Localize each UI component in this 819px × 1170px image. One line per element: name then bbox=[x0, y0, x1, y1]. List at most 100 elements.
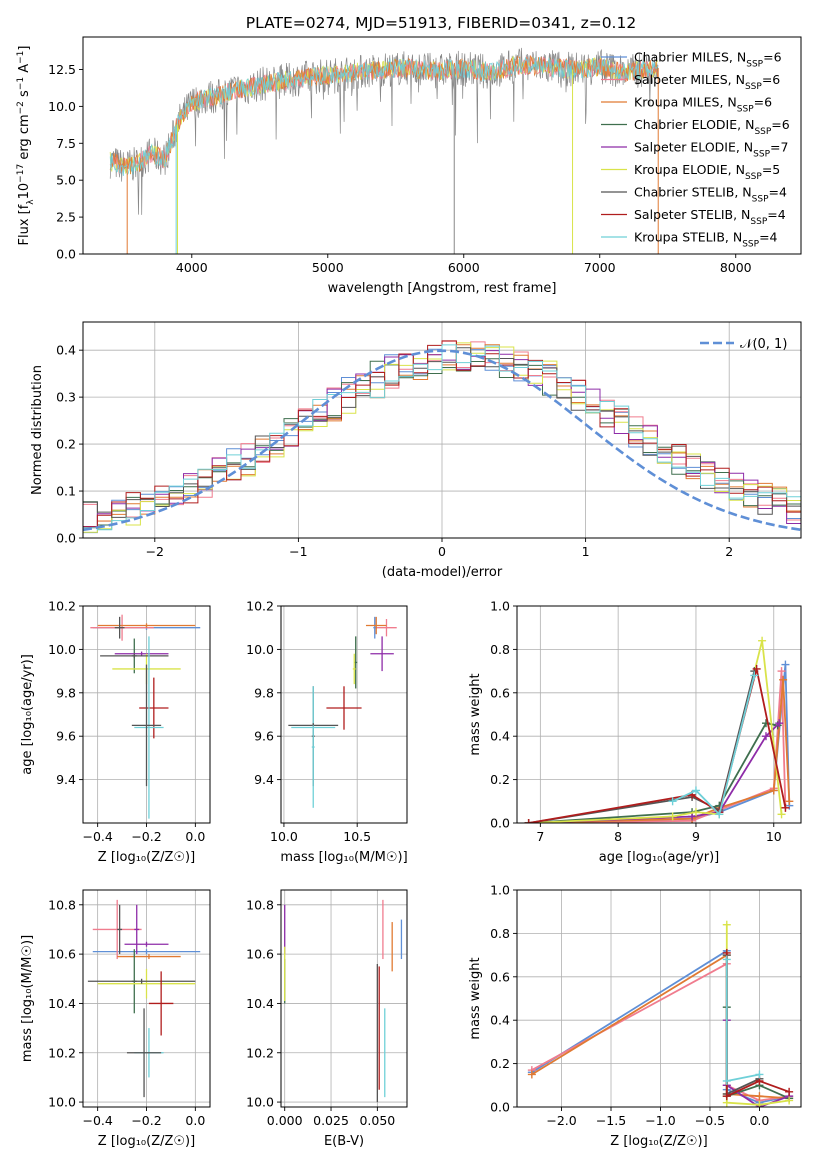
series-marker bbox=[668, 812, 677, 821]
y-tick-label: 0.2 bbox=[490, 772, 510, 787]
x-tick-label: 8 bbox=[614, 829, 622, 844]
errorbar-point bbox=[291, 725, 336, 730]
x-axis-label: Z [log₁₀(Z/Z☉)] bbox=[610, 1134, 707, 1149]
y-tick-label: 10.0 bbox=[246, 1095, 274, 1110]
normal-curve bbox=[83, 349, 801, 532]
x-axis-label: Z [log₁₀(Z/Z☉)] bbox=[98, 850, 195, 865]
y-tick-label: 9.6 bbox=[254, 729, 274, 744]
x-tick-label: 10 bbox=[766, 829, 782, 844]
y-tick-label: 10.6 bbox=[246, 947, 274, 962]
errorbar-point bbox=[365, 616, 387, 635]
panel-massweight_vs_age: 7 8 9 10 0.0 0.2 0.4 0.6 0.8 1.0 age [log₁₀(age/yr… bbox=[468, 599, 802, 865]
legend-label: Kroupa ELODIE, NSSP=5 bbox=[634, 162, 780, 182]
y-tick-label: 10.4 bbox=[48, 996, 76, 1011]
panels: 4000 5000 6000 7000 80000.02.55.07.510.012.5… bbox=[16, 36, 802, 1149]
panel-age_vs_mass: 10.0 10.5 9.4 9.6 9.8 10.0 10.2 mass [log₁₀(M/M… bbox=[246, 599, 408, 866]
y-tick-label: 10.0 bbox=[48, 99, 76, 114]
plot-area-mass_vs_Z bbox=[87, 899, 201, 1098]
y-tick-label: 10.8 bbox=[246, 897, 274, 912]
legend-label-sub: SSP bbox=[746, 60, 763, 70]
y-tick-label: 7.5 bbox=[56, 136, 76, 151]
series-line bbox=[528, 640, 783, 823]
series-marker bbox=[722, 1076, 731, 1085]
legend-label-suffix: =5 bbox=[762, 162, 780, 177]
legend-label-sub: SSP bbox=[745, 82, 762, 92]
legend-label-text: Kroupa MILES, N bbox=[634, 95, 737, 110]
y-tick-label: 1.0 bbox=[490, 883, 510, 898]
series-marker bbox=[755, 1092, 764, 1101]
errorbar-point bbox=[148, 971, 174, 1036]
figure-title: PLATE=0274, MJD=51913, FIBERID=0341, z=0… bbox=[246, 14, 636, 32]
series-marker bbox=[755, 1070, 764, 1079]
errorbar-point bbox=[97, 968, 196, 999]
x-tick-label: −0.5 bbox=[695, 1113, 725, 1128]
x-tick-label: 7000 bbox=[584, 260, 616, 275]
errorbar-point bbox=[311, 686, 315, 808]
panel-spectrum: 4000 5000 6000 7000 8000 0.0 2.5 5.0 7.5 10.0 12.5… bbox=[16, 36, 802, 296]
legend-label-text: Chabrier ELODIE, N bbox=[634, 117, 754, 132]
x-tick-label: 5000 bbox=[312, 260, 344, 275]
x-tick-label: 9 bbox=[692, 829, 700, 844]
errorbar-point bbox=[370, 636, 394, 672]
y-axis-label: age [log₁₀(age/yr)] bbox=[20, 654, 35, 775]
errorbar-point bbox=[376, 619, 397, 637]
legend-label: Kroupa MILES, NSSP=6 bbox=[634, 95, 772, 115]
legend-label: Chabrier ELODIE, NSSP=6 bbox=[634, 117, 790, 137]
legend-label-text: Salpeter MILES, N bbox=[634, 72, 745, 87]
series-marker bbox=[755, 1100, 764, 1107]
axes-frame bbox=[516, 605, 802, 824]
y-axis-label-part: −1 bbox=[16, 51, 26, 64]
y-tick-label: 0.6 bbox=[490, 685, 510, 700]
legend-label-text: Salpeter ELODIE, N bbox=[634, 140, 753, 155]
legend-label: Chabrier MILES, NSSP=6 bbox=[634, 50, 782, 70]
y-tick-label: 9.8 bbox=[254, 685, 274, 700]
series-marker bbox=[761, 732, 770, 741]
series-marker bbox=[785, 797, 794, 806]
x-tick-label: 1 bbox=[582, 544, 590, 559]
y-tick-label: 0.1 bbox=[56, 484, 76, 499]
errorbar-point bbox=[134, 904, 140, 955]
x-tick-label: 0.050 bbox=[359, 1113, 395, 1128]
y-axis-label-part: λ bbox=[26, 199, 36, 205]
y-tick-label: 0.4 bbox=[56, 343, 76, 358]
legend-label-suffix: =4 bbox=[769, 185, 787, 200]
plot-area-age_vs_mass bbox=[288, 616, 397, 808]
y-tick-label: 0.0 bbox=[56, 531, 76, 546]
y-tick-label: 10.2 bbox=[48, 1045, 76, 1060]
legend-label: 𝒩(0, 1) bbox=[740, 337, 787, 352]
x-tick-label: −1 bbox=[289, 544, 307, 559]
series-marker bbox=[524, 819, 533, 823]
errorbar-point bbox=[114, 616, 125, 639]
x-tick-label: −0.2 bbox=[131, 1113, 161, 1128]
errorbar-point bbox=[352, 653, 356, 685]
series-marker bbox=[527, 1070, 536, 1079]
x-tick-label: 0.0 bbox=[185, 829, 205, 844]
series-marker bbox=[781, 660, 790, 669]
legend-label-text: Salpeter STELIB, N bbox=[634, 207, 750, 222]
x-axis-label: Z [log₁₀(Z/Z☉)] bbox=[98, 1134, 195, 1149]
series-marker bbox=[752, 664, 761, 673]
legend-label-sub: SSP bbox=[745, 172, 762, 182]
legend-label-suffix: =6 bbox=[754, 95, 772, 110]
x-tick-label: −0.4 bbox=[82, 829, 112, 844]
y-tick-label: 10.2 bbox=[246, 1045, 274, 1060]
legend-label-sub: SSP bbox=[752, 195, 769, 205]
series-marker bbox=[779, 675, 788, 684]
series-line bbox=[528, 679, 791, 823]
histogram-kroupa-stelib bbox=[83, 344, 801, 531]
series-marker bbox=[722, 955, 731, 964]
series-marker bbox=[722, 1092, 731, 1101]
y-tick-label: 0.6 bbox=[490, 969, 510, 984]
errorbar-point bbox=[139, 677, 169, 739]
y-axis-label-part: −1 bbox=[16, 77, 26, 90]
plot-area-age_vs_Z bbox=[90, 614, 201, 819]
series-marker bbox=[775, 719, 784, 728]
y-tick-label: 2.5 bbox=[56, 210, 76, 225]
x-tick-label: 8000 bbox=[720, 260, 752, 275]
y-axis-label: Normed distribution bbox=[30, 365, 45, 495]
x-tick-label: 0 bbox=[438, 544, 446, 559]
legend-label-suffix: =4 bbox=[767, 207, 785, 222]
series-marker bbox=[777, 810, 786, 819]
series-marker bbox=[691, 786, 700, 795]
